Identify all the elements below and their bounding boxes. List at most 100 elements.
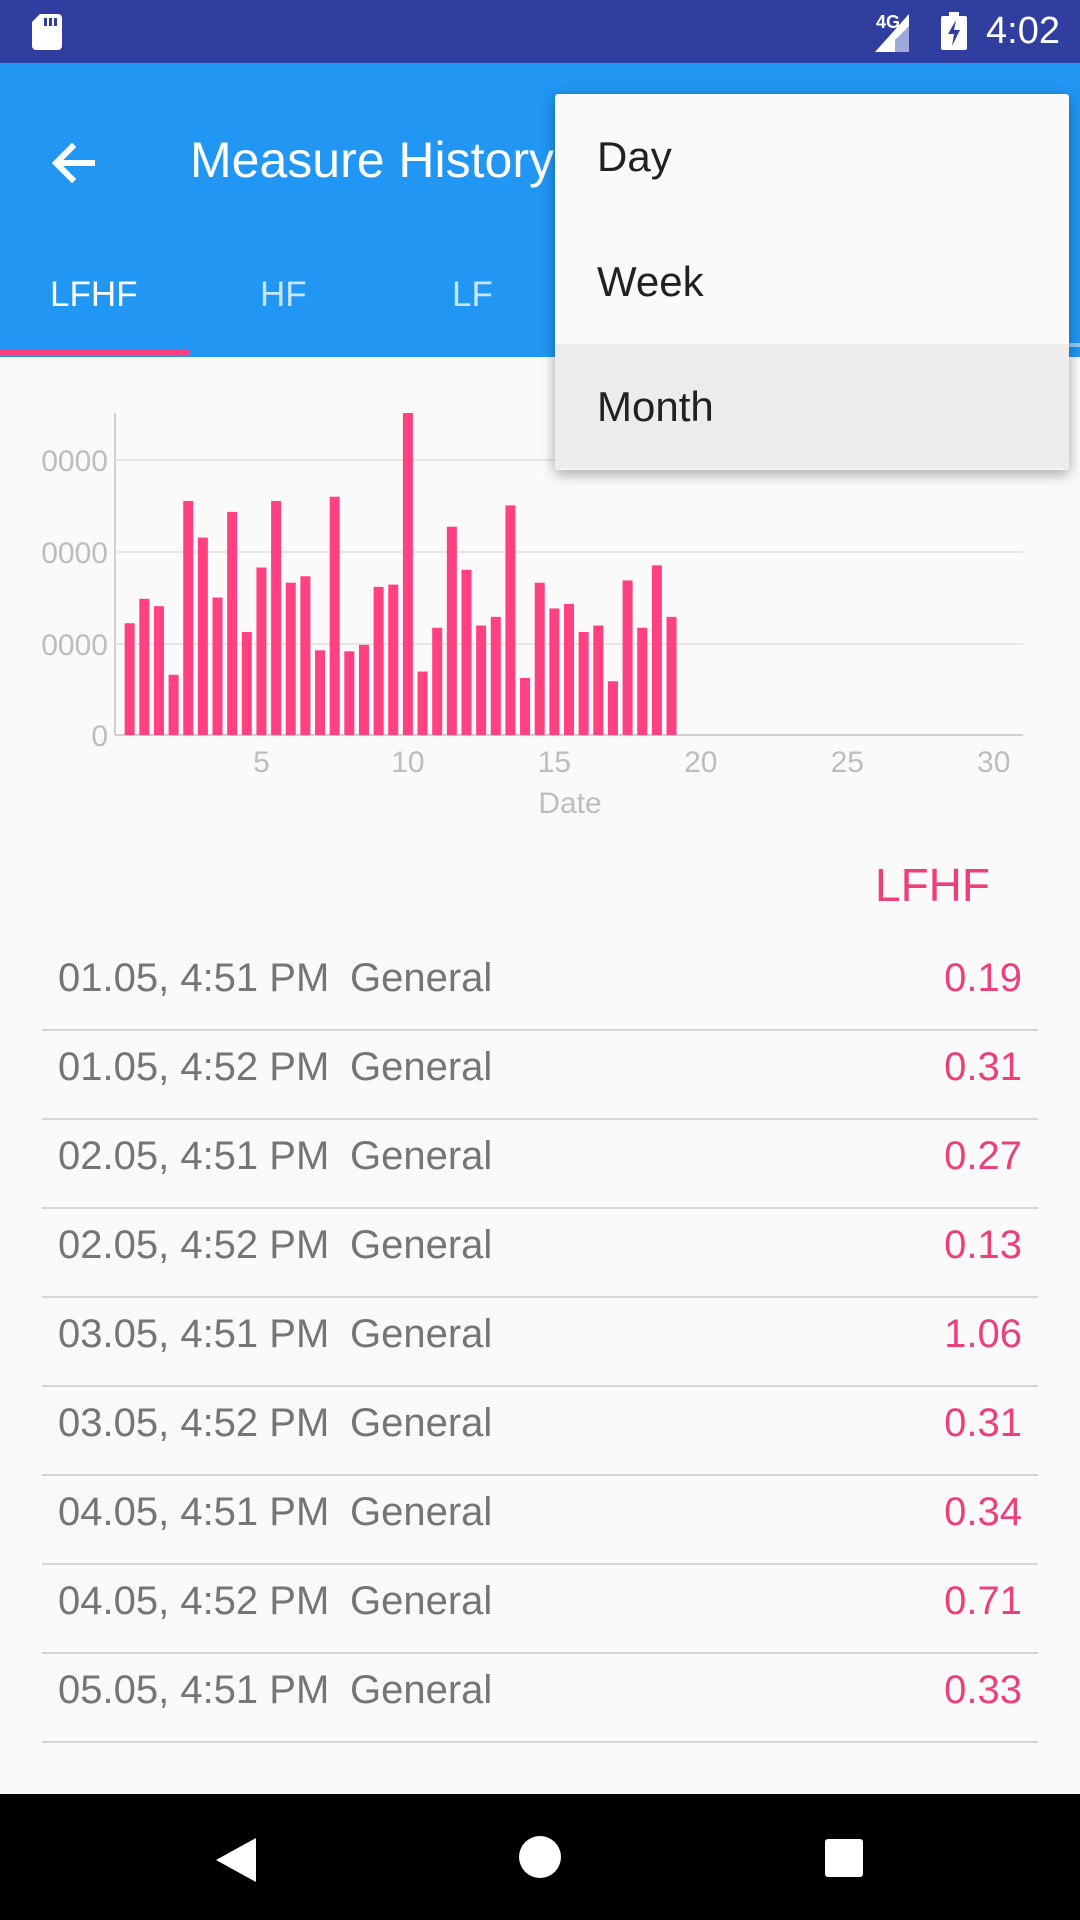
row-date: 04.05, 4:52 PM (58, 1579, 330, 1623)
chart-bar (417, 671, 428, 735)
row-type: General (350, 1045, 493, 1089)
row-type: General (350, 1223, 493, 1267)
tab-indicator (0, 350, 190, 356)
chart-bar (168, 674, 179, 735)
table-row[interactable]: 01.05, 4:52 PM General 0.31 (42, 1031, 1038, 1120)
row-type: General (350, 956, 493, 1000)
row-type: General (350, 1401, 493, 1445)
chart-bar (505, 505, 516, 735)
chart-bar (520, 678, 531, 735)
x-tick-label: 5 (253, 746, 270, 779)
chart-bar (549, 608, 560, 735)
chart-bar (432, 627, 443, 735)
table-row[interactable]: 02.05, 4:52 PM General 0.13 (42, 1209, 1038, 1298)
x-axis-label: Date (538, 787, 601, 820)
table-row[interactable]: 05.05, 4:51 PM General 0.33 (42, 1654, 1038, 1743)
chart-bar (402, 413, 413, 735)
chart-bar (666, 616, 677, 735)
chart-bar (271, 500, 282, 735)
chart-bar (256, 567, 267, 735)
status-bar: 4G 4:02 (0, 0, 1080, 63)
page-title: Measure History (190, 132, 554, 188)
y-tick-label: 0 (91, 720, 108, 753)
chart-bar (227, 511, 238, 735)
chart-bar (241, 631, 252, 735)
chart-bar (139, 598, 150, 735)
battery-charging-icon (941, 12, 967, 50)
chart-bar (446, 526, 457, 735)
row-date: 02.05, 4:52 PM (58, 1223, 330, 1267)
nav-back-icon[interactable] (216, 1838, 256, 1882)
chart-bar (637, 627, 648, 735)
x-tick-label: 20 (684, 746, 717, 779)
chart-bar (344, 651, 355, 735)
chart-bar (153, 606, 164, 735)
row-value: 0.31 (944, 1045, 1022, 1089)
chart-bar (373, 586, 384, 735)
legend-label: LFHF (875, 859, 990, 911)
y-tick-label: 0000 (41, 629, 108, 662)
chart-bar (285, 582, 296, 735)
row-value: 0.27 (944, 1134, 1022, 1178)
measurement-table: 01.05, 4:51 PM General 0.19 01.05, 4:52 PM G… (42, 942, 1038, 1743)
chart-bar (358, 644, 369, 735)
chart-bar (651, 565, 662, 735)
table-row[interactable]: 04.05, 4:51 PM General 0.34 (42, 1476, 1038, 1565)
y-tick-label: 0000 (41, 445, 108, 478)
chart-bar (300, 576, 311, 735)
row-value: 1.06 (944, 1312, 1022, 1356)
nav-home-icon[interactable] (519, 1836, 561, 1878)
row-value: 0.19 (944, 956, 1022, 1000)
table-row[interactable]: 04.05, 4:52 PM General 0.71 (42, 1565, 1038, 1654)
chart-bar (476, 625, 487, 735)
row-date: 05.05, 4:51 PM (58, 1668, 330, 1712)
row-value: 0.33 (944, 1668, 1022, 1712)
y-tick-label: 0000 (41, 537, 108, 570)
row-date: 03.05, 4:51 PM (58, 1312, 330, 1356)
tab-lfhf[interactable]: LFHF (50, 275, 138, 314)
row-value: 0.34 (944, 1490, 1022, 1534)
row-type: General (350, 1579, 493, 1623)
network-type-label: 4G (876, 12, 901, 32)
chart-bar (490, 616, 501, 735)
chart-bar (197, 537, 208, 735)
chart-bar (622, 580, 633, 735)
app-bar: Measure History LFHF HF LF (0, 63, 1080, 357)
row-type: General (350, 1668, 493, 1712)
chart-bar (578, 631, 589, 735)
row-date: 03.05, 4:52 PM (58, 1401, 330, 1445)
period-menu: Day Week Month (555, 94, 1069, 470)
table-row[interactable]: 02.05, 4:51 PM General 0.27 (42, 1120, 1038, 1209)
table-row[interactable]: 01.05, 4:51 PM General 0.19 (42, 942, 1038, 1031)
navigation-bar (0, 1794, 1080, 1920)
chart-bar (212, 597, 223, 735)
table-row[interactable]: 03.05, 4:51 PM General 1.06 (42, 1298, 1038, 1387)
chart-bar (593, 625, 604, 735)
menu-item-month[interactable]: Month (555, 344, 1069, 469)
x-tick-label: 30 (977, 746, 1010, 779)
tab-partial (1064, 343, 1080, 347)
nav-recents-icon[interactable] (825, 1839, 863, 1877)
row-date: 01.05, 4:51 PM (58, 956, 330, 1000)
menu-item-day[interactable]: Day (597, 132, 672, 180)
tab-hf[interactable]: HF (260, 275, 307, 314)
row-type: General (350, 1490, 493, 1534)
chart-bar (329, 496, 340, 735)
row-value: 0.13 (944, 1223, 1022, 1267)
arrow-back-icon[interactable] (44, 133, 104, 193)
chart-bar (315, 650, 326, 735)
table-row[interactable]: 03.05, 4:52 PM General 0.31 (42, 1387, 1038, 1476)
row-date: 04.05, 4:51 PM (58, 1490, 330, 1534)
row-type: General (350, 1134, 493, 1178)
chart-bar (124, 623, 135, 735)
chart-bar (564, 603, 574, 735)
menu-item-week[interactable]: Week (597, 257, 704, 305)
signal-icon (875, 14, 909, 52)
tab-lf[interactable]: LF (452, 275, 493, 314)
chart-bar (461, 569, 472, 735)
row-type: General (350, 1312, 493, 1356)
x-tick-label: 25 (831, 746, 864, 779)
chart-bar (607, 681, 618, 735)
chart-bar (534, 582, 545, 735)
